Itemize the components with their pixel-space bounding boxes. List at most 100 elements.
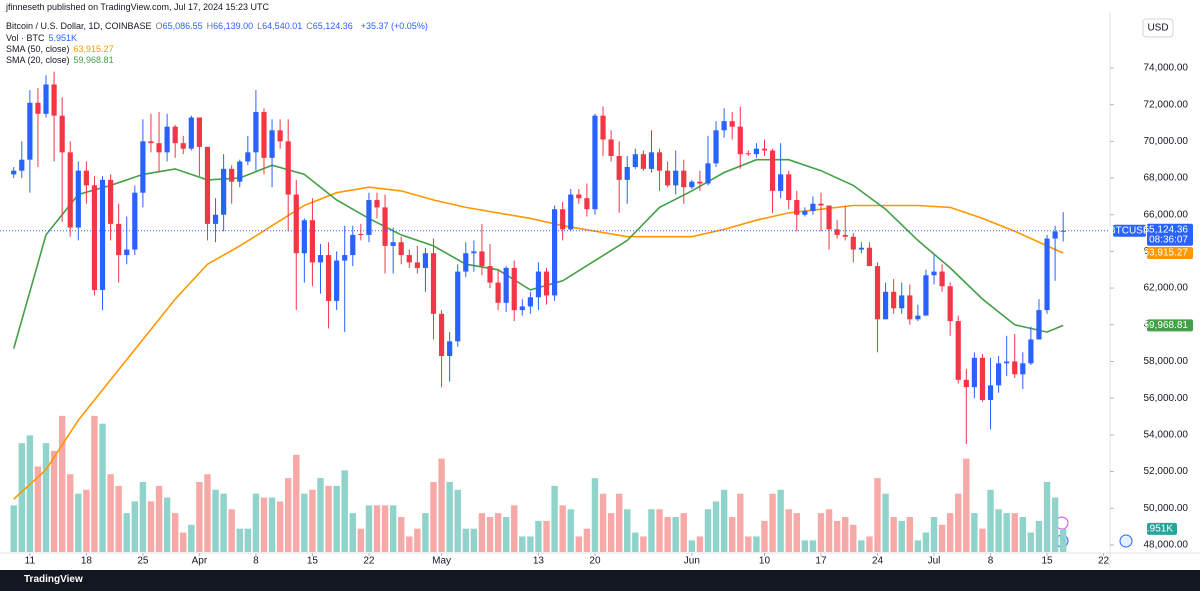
candle-body — [180, 143, 186, 149]
candle-body — [1060, 230, 1066, 232]
candle-body — [374, 200, 380, 208]
volume-bar — [252, 493, 260, 552]
x-tick-label: 24 — [872, 556, 884, 567]
candle-body — [842, 234, 848, 237]
volume-bar — [688, 540, 696, 552]
y-tick-label: 48,000.00 — [1144, 540, 1189, 551]
volume-bar — [284, 478, 292, 552]
volume-bar — [607, 513, 615, 552]
volume-bar — [293, 454, 300, 552]
volume-bar — [890, 517, 897, 552]
volume-bar — [680, 513, 687, 552]
volume-bar — [212, 489, 219, 552]
x-tick-label: 22 — [363, 556, 375, 567]
candle-body — [398, 242, 404, 256]
legend-volume-row: Vol · BTC 5.951K — [6, 33, 81, 44]
y-tick-label: 58,000.00 — [1144, 356, 1189, 367]
volume-bar — [640, 536, 647, 552]
candle-body — [826, 205, 832, 230]
x-tick-label: May — [432, 556, 451, 567]
candle-body — [503, 267, 509, 303]
volume-bar — [204, 474, 211, 552]
candle-body — [99, 179, 106, 290]
ohlc-value: 65,124.36 — [312, 21, 353, 31]
volume-bar — [188, 524, 195, 552]
candle-body — [778, 174, 784, 191]
volume-bar — [1043, 482, 1051, 552]
volume-bar — [228, 509, 235, 552]
candle-body — [293, 194, 299, 254]
candle-body — [430, 253, 437, 314]
candle-body — [979, 357, 986, 401]
candle-body — [608, 139, 614, 157]
candle-body — [624, 167, 630, 180]
x-tick-label: 8 — [988, 556, 994, 567]
candle-body — [697, 181, 703, 184]
volume-bar — [898, 520, 905, 552]
volume-bar — [75, 493, 82, 552]
x-tick-label: 13 — [533, 556, 545, 567]
volume-bar — [349, 513, 356, 552]
volume-bar — [171, 513, 179, 552]
sma-line — [12, 158, 1064, 349]
volume-bar — [599, 493, 607, 552]
candle-body — [632, 154, 638, 168]
candle-body — [253, 111, 259, 153]
volume-bar — [309, 489, 316, 552]
candle-body — [124, 249, 130, 256]
candle-body — [455, 271, 461, 342]
volume-bar — [438, 458, 445, 552]
candle-body — [43, 84, 49, 114]
candle-body — [648, 152, 655, 169]
volume-bar — [196, 482, 203, 552]
candle-body — [891, 291, 897, 309]
volume-bar — [842, 517, 849, 552]
sma-name: SMA (20, close) — [6, 55, 70, 65]
candle-body — [1028, 339, 1034, 364]
ohlc-value: 66,139.00 — [213, 21, 254, 31]
sma-value: 59,968.81 — [73, 55, 114, 65]
volume-bar — [414, 528, 421, 552]
volume-bar — [648, 509, 655, 552]
candle-body — [204, 146, 211, 224]
candle-body — [1012, 361, 1018, 375]
candle-body — [818, 203, 824, 206]
volume-bar — [26, 435, 34, 552]
volume-bar — [115, 485, 122, 552]
volume-bar — [83, 489, 90, 552]
y-tick-label: 52,000.00 — [1144, 466, 1189, 477]
candle-body — [148, 141, 154, 144]
volume-bar — [785, 509, 792, 552]
volume-bar — [486, 517, 494, 552]
volume-bar — [833, 520, 841, 552]
change-label: +35.37 (+0.05%) — [360, 21, 428, 31]
ohlc-value: 65,086.55 — [162, 21, 203, 31]
price-tag — [1147, 223, 1193, 246]
candle-body — [317, 255, 324, 263]
volume-bar — [995, 509, 1002, 552]
candle-body — [245, 152, 251, 162]
volume-bar — [704, 509, 712, 552]
footer-logo: TradingView — [24, 574, 83, 585]
candle-body — [1020, 363, 1026, 375]
candle-body — [551, 209, 558, 296]
volume-bar — [527, 536, 534, 552]
candle-body — [11, 170, 17, 175]
volume-bar — [1051, 497, 1059, 552]
ohlc-value: 64,540.01 — [262, 21, 303, 31]
candle-body — [350, 234, 356, 256]
volume-bar — [357, 528, 365, 552]
volume-bar — [882, 493, 889, 552]
sma-line — [13, 186, 1064, 500]
volume-bar — [365, 505, 373, 552]
candle-body — [519, 306, 525, 311]
volume-bar — [632, 532, 639, 552]
ticker-tag — [1113, 224, 1146, 237]
volume-bar — [866, 536, 873, 552]
candle-body — [810, 203, 816, 212]
candle-body — [786, 174, 792, 201]
candle-body — [769, 150, 776, 191]
candle-body — [761, 148, 768, 151]
volume-bar — [1059, 528, 1067, 552]
